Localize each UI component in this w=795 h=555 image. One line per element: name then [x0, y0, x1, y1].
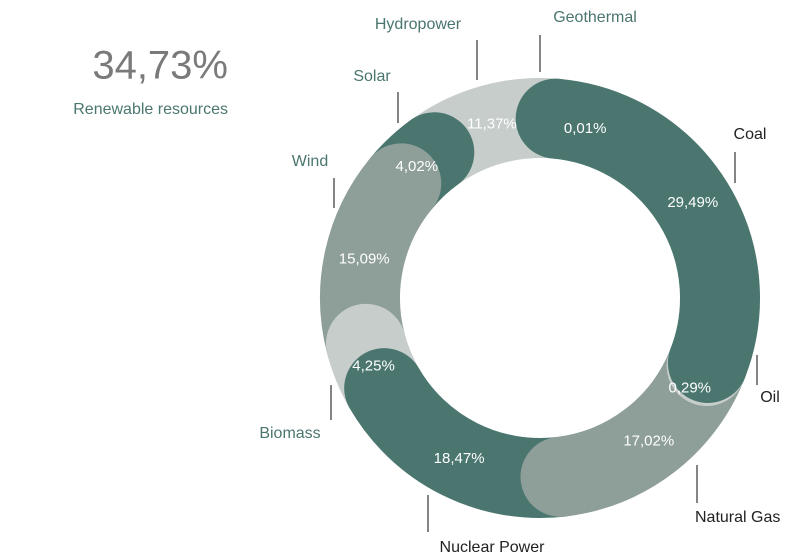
- value-label: 18,47%: [434, 450, 485, 467]
- value-label: 17,02%: [623, 432, 674, 449]
- value-label: 11,37%: [467, 116, 517, 133]
- summary-value: 34,73%: [92, 44, 228, 88]
- category-label: Geothermal: [553, 9, 637, 26]
- category-label: Oil: [760, 389, 780, 406]
- ring: [320, 78, 760, 518]
- value-label: 0,29%: [668, 380, 711, 397]
- category-label: Natural Gas: [695, 509, 780, 526]
- value-label: 4,25%: [352, 358, 395, 375]
- value-label: 4,02%: [396, 158, 439, 175]
- value-label: 15,09%: [339, 250, 390, 267]
- category-label: Nuclear Power: [440, 539, 546, 555]
- category-label: Solar: [353, 68, 391, 85]
- donut-segment: [515, 78, 760, 403]
- summary-label: Renewable resources: [73, 101, 228, 118]
- value-label: 0,01%: [564, 120, 607, 137]
- category-label: Hydropower: [375, 16, 462, 33]
- category-label: Coal: [734, 126, 767, 143]
- category-label: Wind: [292, 153, 328, 170]
- category-label: Biomass: [259, 425, 320, 442]
- value-label: 29,49%: [667, 194, 718, 211]
